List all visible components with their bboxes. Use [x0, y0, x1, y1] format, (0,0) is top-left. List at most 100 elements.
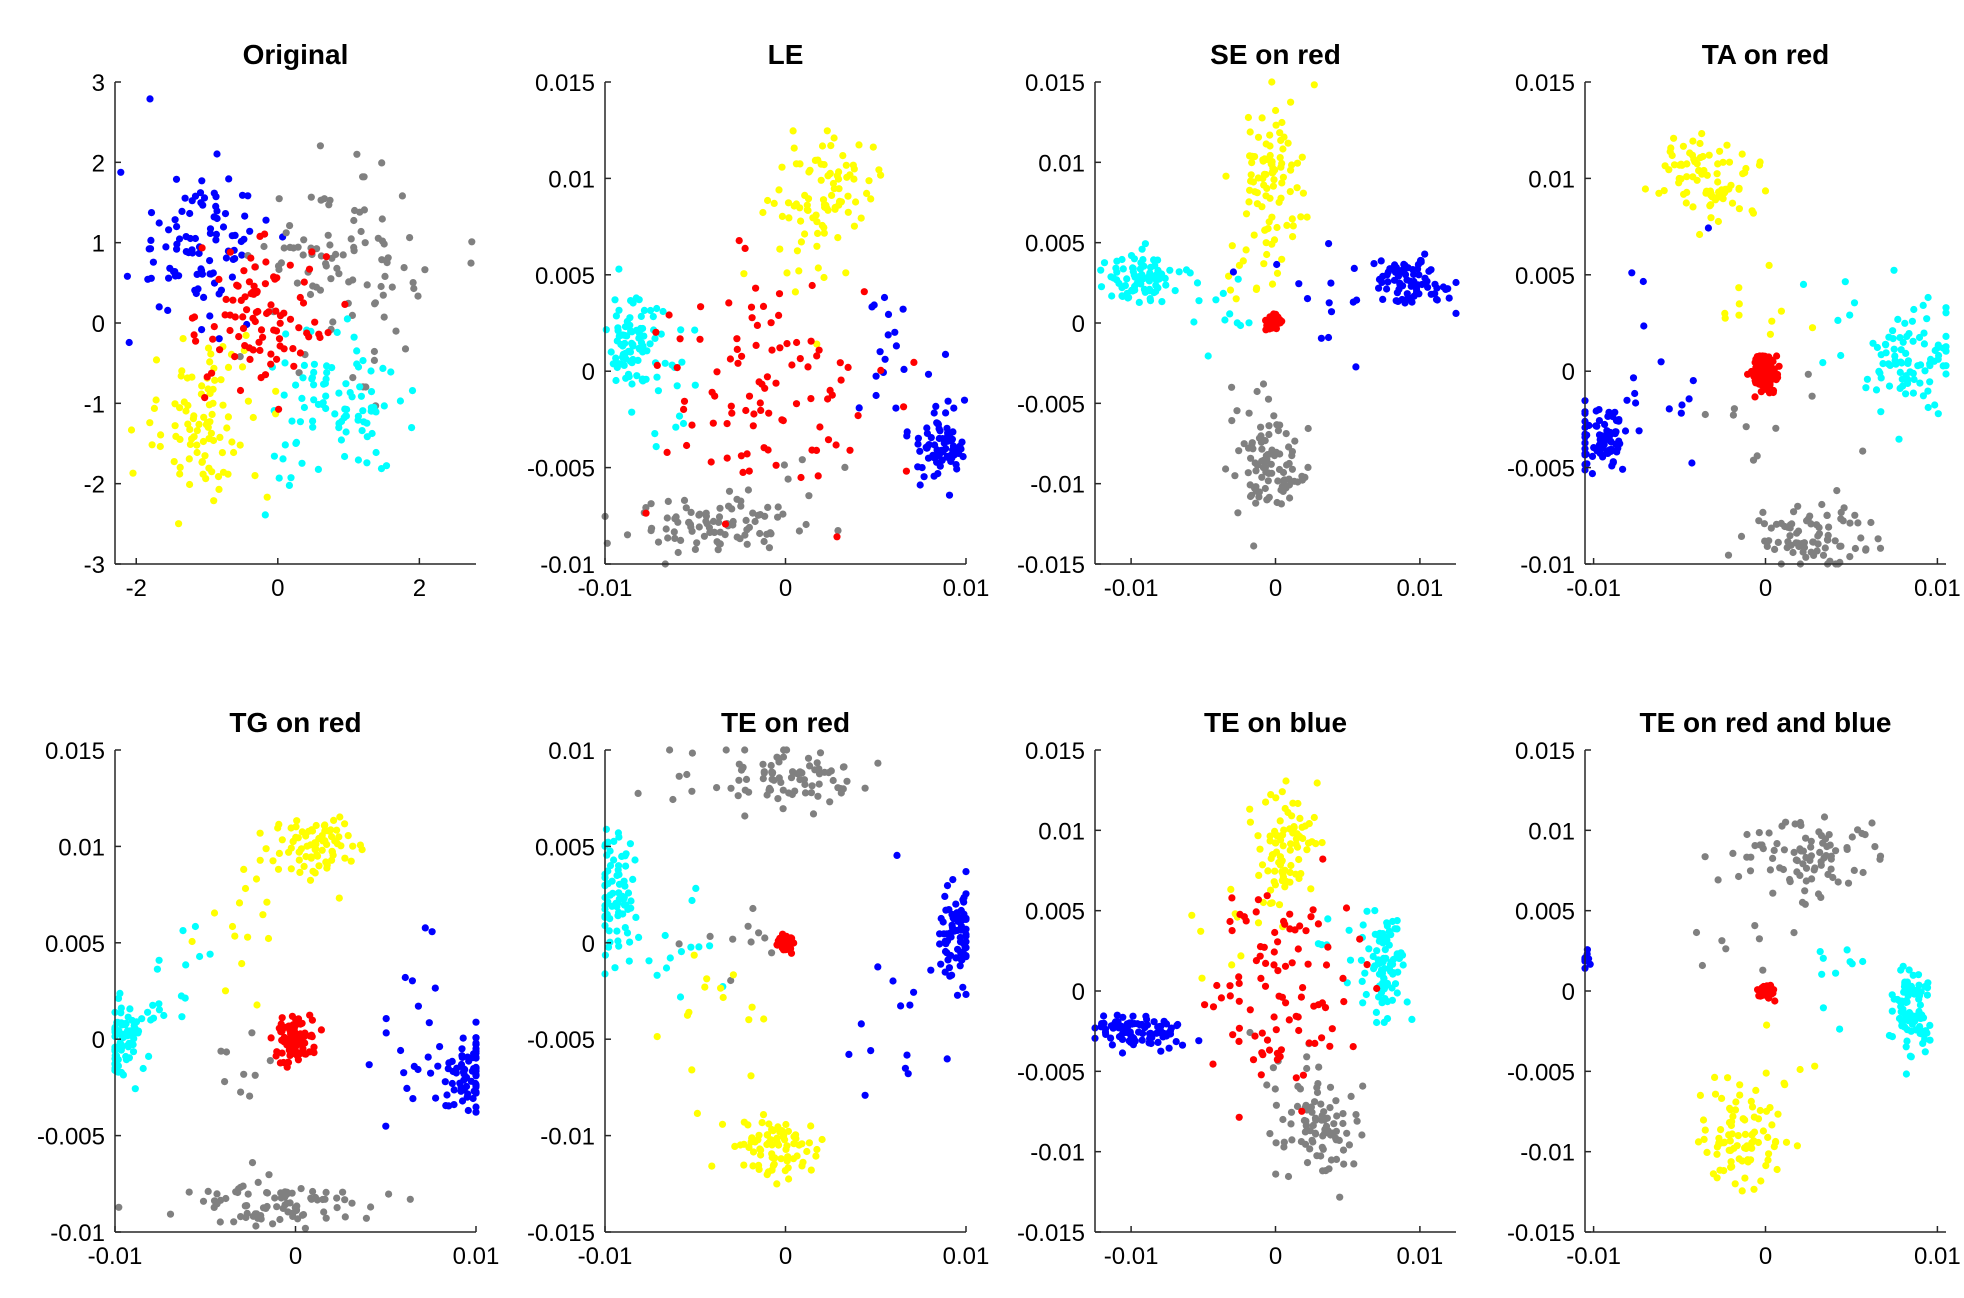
data-point: [1714, 876, 1722, 884]
data-point: [813, 340, 821, 348]
data-point: [783, 340, 791, 348]
data-point: [464, 1053, 472, 1061]
data-point: [867, 1047, 875, 1055]
data-point: [813, 352, 821, 360]
data-point: [624, 370, 633, 378]
data-point: [1705, 151, 1713, 159]
data-point: [198, 266, 206, 275]
data-point: [1109, 274, 1118, 282]
y-tick-label: -0.015: [1017, 1220, 1085, 1247]
data-point: [1342, 904, 1351, 912]
data-point: [203, 373, 211, 381]
data-point: [324, 231, 332, 239]
data-point: [1427, 290, 1435, 298]
data-point: [795, 527, 804, 535]
data-point: [188, 246, 196, 254]
data-point: [1755, 356, 1764, 364]
data-point: [897, 1002, 905, 1010]
data-point: [626, 938, 634, 946]
data-point: [275, 820, 283, 829]
data-point: [1386, 961, 1395, 969]
data-point: [1242, 210, 1251, 218]
data-point: [236, 441, 244, 449]
data-point: [1288, 812, 1296, 820]
data-point: [820, 161, 828, 169]
data-point: [805, 1139, 814, 1147]
data-point: [676, 993, 685, 1001]
data-point: [295, 856, 303, 864]
data-point: [1850, 866, 1858, 875]
data-point: [752, 284, 760, 292]
data-point: [196, 189, 205, 197]
data-point: [1226, 286, 1235, 294]
data-point: [725, 487, 734, 495]
data-point: [322, 858, 330, 866]
data-point: [324, 329, 332, 337]
data-point: [1701, 410, 1709, 419]
data-point: [129, 469, 137, 477]
data-point: [855, 404, 863, 412]
data-point: [775, 311, 783, 319]
data-point: [1755, 517, 1763, 525]
data-point: [846, 446, 854, 454]
data-point: [749, 1162, 757, 1170]
data-point: [962, 932, 970, 940]
data-point: [1274, 967, 1282, 975]
data-point: [406, 234, 414, 242]
data-point: [1107, 1034, 1115, 1042]
data-point: [358, 427, 366, 435]
data-point: [251, 1210, 259, 1218]
data-point: [1829, 873, 1837, 882]
data-point: [248, 1029, 256, 1037]
data-point: [1373, 947, 1381, 955]
data-point: [1319, 855, 1327, 863]
data-point: [179, 335, 187, 343]
data-point: [691, 326, 699, 334]
data-point: [1313, 779, 1321, 787]
data-point: [1660, 187, 1668, 195]
data-point: [179, 927, 187, 935]
data-point: [133, 1018, 141, 1026]
data-point: [1816, 848, 1824, 857]
data-point: [1719, 195, 1727, 203]
data-point: [421, 924, 429, 932]
data-point: [209, 436, 218, 445]
data-point: [271, 1194, 279, 1202]
data-point: [1926, 378, 1934, 386]
data-point: [1743, 830, 1751, 839]
data-point: [1129, 287, 1137, 295]
data-point: [937, 960, 945, 968]
data-point: [1816, 948, 1824, 956]
data-point: [1383, 922, 1391, 930]
data-point: [606, 862, 615, 870]
data-point: [612, 354, 620, 362]
data-point: [1228, 242, 1236, 250]
data-point: [1765, 829, 1773, 837]
data-point: [722, 746, 730, 754]
data-point: [1814, 540, 1822, 548]
data-point: [323, 369, 331, 377]
data-point: [204, 344, 213, 352]
data-point: [221, 210, 230, 218]
data-point: [223, 424, 231, 432]
data-point: [1796, 871, 1804, 880]
data-point: [749, 422, 757, 430]
data-point: [834, 784, 842, 792]
data-point: [962, 915, 970, 924]
data-point: [1715, 1134, 1723, 1142]
data-point: [1909, 369, 1917, 377]
data-point: [1942, 332, 1950, 340]
data-point: [1885, 333, 1893, 341]
data-point: [621, 924, 629, 932]
data-point: [682, 504, 690, 512]
data-point: [1694, 1138, 1703, 1146]
data-point: [1257, 1071, 1265, 1079]
data-point: [299, 374, 307, 382]
data-point: [1288, 161, 1296, 169]
data-point: [306, 290, 315, 299]
data-point: [1324, 943, 1332, 951]
data-point: [1757, 388, 1765, 396]
data-point: [1250, 231, 1258, 239]
data-point: [1815, 523, 1823, 532]
data-point: [635, 933, 643, 942]
